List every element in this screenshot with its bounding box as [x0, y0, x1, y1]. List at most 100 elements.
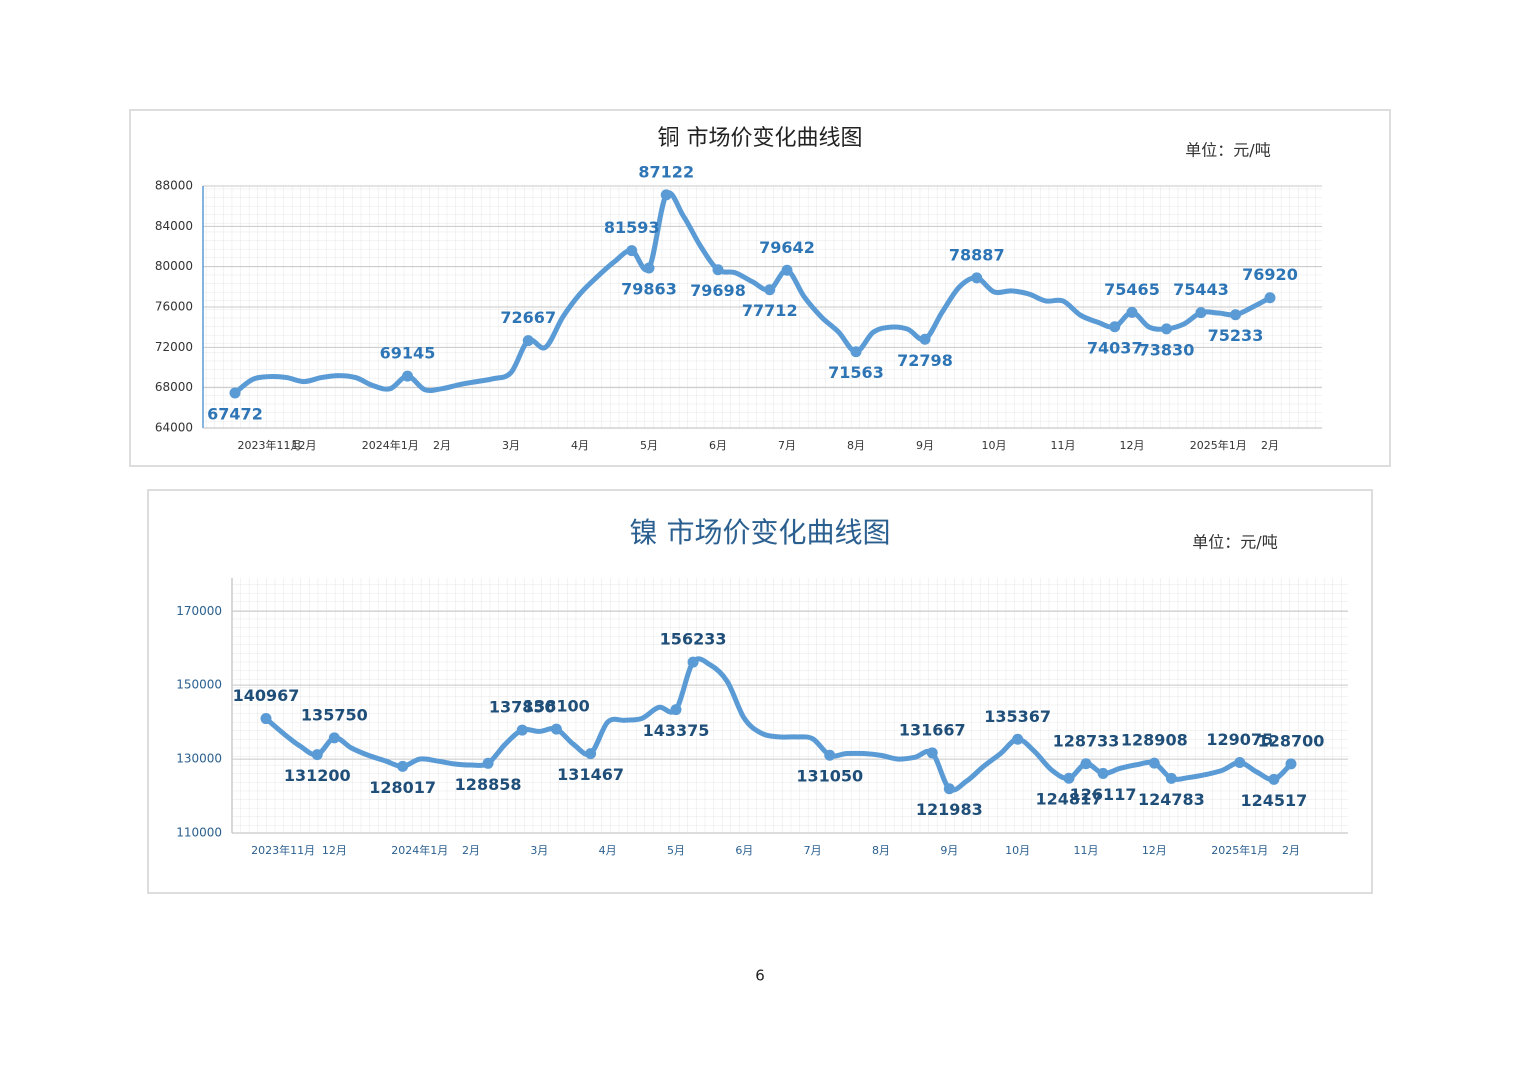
- data-label: 75233: [1208, 326, 1264, 345]
- point-marker: [1234, 757, 1246, 769]
- data-label: 69145: [380, 344, 436, 363]
- data-label: 75443: [1173, 280, 1229, 299]
- x-tick-label: 6月: [735, 844, 753, 857]
- data-label: 131050: [796, 767, 863, 786]
- point-marker: [660, 189, 672, 201]
- x-tick-label: 4月: [571, 439, 589, 452]
- y-tick-label: 150000: [176, 678, 222, 692]
- x-tick-label: 3月: [530, 844, 548, 857]
- point-marker: [522, 335, 534, 347]
- point-marker: [764, 284, 776, 296]
- x-tick-label: 8月: [847, 439, 865, 452]
- y-tick-label: 130000: [176, 752, 222, 766]
- x-tick-label: 7月: [804, 844, 822, 857]
- x-tick-label: 10月: [982, 439, 1007, 452]
- chart-title: 铜 市场价变化曲线图: [658, 126, 863, 151]
- x-tick-label: 5月: [667, 844, 685, 857]
- point-marker: [397, 760, 409, 772]
- y-tick-label: 80000: [155, 259, 193, 273]
- data-label: 71563: [828, 363, 884, 382]
- x-tick-label: 2023年11月: [251, 843, 315, 857]
- point-marker: [1165, 772, 1177, 784]
- x-tick-label: 2月: [433, 439, 451, 452]
- x-tick-label: 2025年1月: [1211, 843, 1268, 857]
- data-label: 67472: [207, 404, 263, 423]
- x-tick-label: 9月: [940, 844, 958, 857]
- point-marker: [1264, 292, 1276, 304]
- point-marker: [260, 713, 272, 725]
- x-tick-label: 11月: [1073, 844, 1098, 857]
- x-tick-label: 12月: [1120, 439, 1145, 452]
- point-marker: [585, 748, 597, 760]
- x-tick-label: 2024年1月: [391, 843, 448, 857]
- point-marker: [943, 783, 955, 795]
- data-label: 128700: [1258, 731, 1325, 750]
- data-label: 78887: [949, 245, 1005, 264]
- point-marker: [781, 264, 793, 276]
- point-marker: [626, 245, 638, 257]
- y-tick-label: 64000: [155, 421, 193, 435]
- point-marker: [311, 749, 323, 761]
- x-tick-label: 2月: [462, 844, 480, 857]
- x-tick-label: 5月: [640, 439, 658, 452]
- point-marker: [1148, 757, 1160, 769]
- x-tick-label: 2月: [1282, 844, 1300, 857]
- data-label: 128733: [1053, 731, 1120, 750]
- x-tick-label: 11月: [1051, 439, 1076, 452]
- data-label: 135750: [301, 705, 368, 724]
- data-label: 121983: [916, 800, 983, 819]
- point-marker: [402, 370, 413, 382]
- data-label: 143375: [643, 721, 710, 740]
- point-marker: [229, 387, 241, 399]
- x-tick-label: 12月: [1142, 844, 1167, 857]
- point-marker: [1012, 733, 1024, 745]
- data-label: 140967: [233, 686, 300, 705]
- point-marker: [926, 747, 938, 759]
- x-tick-label: 2023年11月: [238, 438, 302, 452]
- data-label: 135367: [984, 707, 1051, 726]
- point-marker: [1126, 306, 1138, 318]
- data-label: 124783: [1138, 790, 1205, 809]
- data-label: 129075: [1206, 730, 1273, 749]
- x-tick-label: 12月: [322, 844, 347, 857]
- point-marker: [687, 656, 699, 668]
- point-marker: [516, 724, 528, 736]
- data-label: 79698: [690, 281, 746, 300]
- data-label: 131667: [899, 720, 966, 739]
- data-label: 72667: [500, 308, 556, 327]
- point-marker: [1109, 321, 1121, 333]
- point-marker: [328, 732, 340, 744]
- unit-label: 单位：元/吨: [1192, 533, 1277, 552]
- x-tick-label: 2月: [1261, 439, 1279, 452]
- point-marker: [1230, 309, 1241, 321]
- y-tick-label: 170000: [176, 604, 222, 618]
- data-label: 131200: [284, 766, 351, 785]
- data-label: 128017: [369, 778, 436, 797]
- point-marker: [1195, 307, 1207, 319]
- data-label: 156233: [660, 630, 727, 649]
- data-label: 124517: [1240, 791, 1307, 810]
- data-label: 72798: [897, 351, 953, 370]
- data-label: 73830: [1139, 340, 1195, 359]
- point-marker: [1063, 772, 1075, 784]
- data-label: 124817: [1036, 790, 1103, 809]
- data-label: 79863: [621, 280, 677, 299]
- point-marker: [482, 757, 494, 769]
- point-marker: [850, 346, 862, 358]
- plot-area: [232, 578, 1348, 833]
- data-label: 138100: [523, 697, 590, 716]
- point-marker: [824, 749, 836, 761]
- x-tick-label: 2025年1月: [1190, 438, 1247, 452]
- data-label: 87122: [638, 162, 694, 181]
- y-tick-label: 68000: [155, 380, 193, 394]
- y-tick-label: 110000: [176, 826, 222, 840]
- data-label: 75465: [1104, 280, 1160, 299]
- point-marker: [971, 272, 983, 284]
- x-tick-label: 7月: [778, 439, 796, 452]
- point-marker: [919, 333, 931, 345]
- point-marker: [1285, 758, 1297, 770]
- data-label: 76920: [1242, 265, 1298, 284]
- point-marker: [1080, 758, 1092, 770]
- data-label: 137850: [489, 698, 556, 717]
- x-tick-label: 2024年1月: [362, 438, 419, 452]
